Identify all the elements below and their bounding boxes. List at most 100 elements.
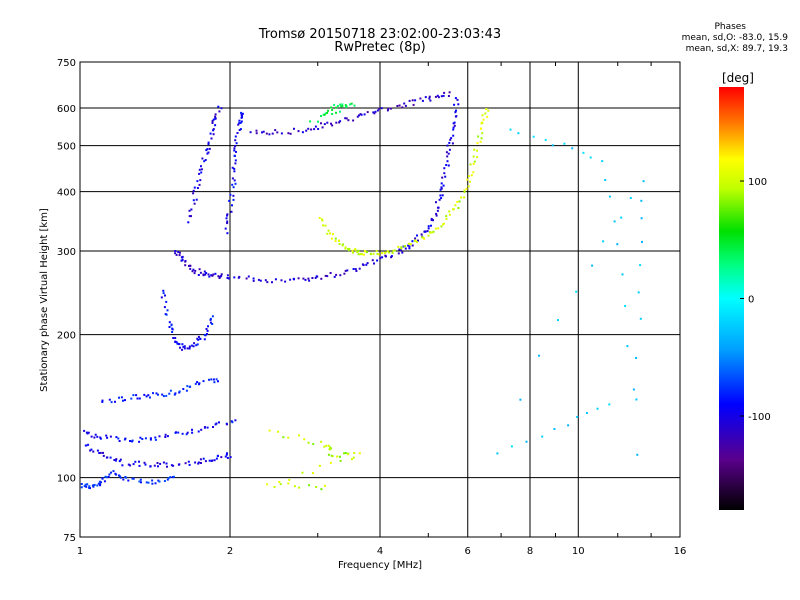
data-point: [346, 269, 349, 272]
data-point: [347, 249, 350, 252]
data-point: [589, 156, 592, 159]
data-point: [208, 378, 210, 381]
data-point: [206, 148, 209, 151]
data-point: [442, 94, 445, 97]
data-point: [138, 460, 140, 463]
data-point: [166, 309, 169, 312]
data-point: [226, 274, 229, 277]
data-point: [400, 247, 403, 250]
data-point: [192, 192, 195, 195]
data-point: [447, 152, 450, 155]
data-point: [278, 481, 281, 483]
data-point: [403, 102, 406, 105]
data-point: [217, 105, 220, 108]
data-point: [233, 179, 236, 182]
data-point: [381, 252, 383, 255]
data-point: [323, 123, 326, 126]
data-point: [271, 132, 274, 135]
data-point: [144, 463, 147, 466]
data-point: [334, 237, 337, 240]
data-point: [195, 344, 198, 347]
data-point: [361, 263, 364, 266]
data-point: [339, 103, 342, 106]
data-point: [341, 103, 344, 106]
data-point: [87, 443, 90, 446]
data-point: [201, 157, 204, 160]
data-point: [632, 388, 635, 391]
data-point: [182, 388, 185, 390]
data-point: [177, 251, 180, 253]
data-point: [101, 399, 104, 402]
data-point: [200, 462, 202, 464]
data-point: [307, 277, 310, 280]
data-point: [233, 149, 236, 152]
data-point: [639, 317, 642, 320]
data-point: [196, 343, 199, 346]
data-point: [203, 426, 206, 429]
data-point: [207, 325, 209, 328]
data-point: [338, 455, 341, 458]
data-point: [198, 268, 201, 271]
data-point: [233, 276, 236, 279]
data-point: [80, 486, 83, 489]
data-point: [225, 453, 228, 456]
data-point: [237, 123, 240, 126]
data-point: [376, 109, 379, 112]
data-point: [88, 486, 91, 489]
data-point: [327, 229, 330, 232]
data-point: [538, 354, 540, 357]
data-point: [608, 403, 611, 406]
data-point: [517, 132, 520, 135]
data-point: [400, 249, 403, 252]
data-point: [165, 300, 168, 303]
data-point: [162, 395, 165, 398]
data-point: [184, 462, 187, 465]
data-point: [115, 458, 118, 461]
data-point: [194, 382, 197, 385]
data-point: [557, 319, 559, 322]
data-point: [102, 451, 104, 454]
data-point: [391, 251, 394, 254]
data-point: [446, 144, 449, 147]
data-point: [175, 253, 178, 256]
data-point: [138, 480, 141, 483]
data-point: [423, 237, 426, 240]
data-point: [230, 210, 233, 213]
data-point: [220, 275, 223, 278]
data-point: [415, 241, 418, 243]
data-point: [315, 275, 318, 278]
data-point: [364, 250, 367, 252]
data-point: [268, 429, 271, 432]
data-point: [167, 477, 170, 480]
data-point: [226, 277, 229, 279]
data-point: [181, 348, 183, 351]
data-point: [192, 189, 195, 192]
data-point: [226, 452, 228, 455]
data-point: [235, 150, 237, 153]
data-point: [80, 483, 83, 485]
data-point: [83, 429, 86, 432]
data-point: [214, 115, 217, 118]
data-point: [239, 121, 242, 124]
data-point: [344, 452, 347, 455]
data-point: [430, 217, 433, 220]
data-point: [330, 122, 332, 125]
data-points: [80, 91, 645, 491]
data-point: [436, 209, 439, 212]
data-point: [414, 99, 417, 102]
data-point: [585, 412, 588, 414]
y-tick-label: 100: [57, 474, 76, 485]
data-point: [387, 107, 390, 110]
x-tick-label: 16: [674, 546, 687, 557]
data-point: [190, 208, 193, 211]
data-point: [336, 105, 339, 107]
data-point: [225, 217, 228, 220]
data-point: [336, 455, 339, 458]
data-point: [127, 463, 130, 466]
data-point: [407, 242, 410, 245]
data-point: [178, 254, 181, 257]
data-point: [211, 120, 214, 122]
axis-ticks: 1 2 4 6 8 10 16 75 100 200 300 400 500 600 750: [57, 58, 686, 557]
data-point: [321, 218, 323, 221]
data-point: [210, 274, 213, 277]
